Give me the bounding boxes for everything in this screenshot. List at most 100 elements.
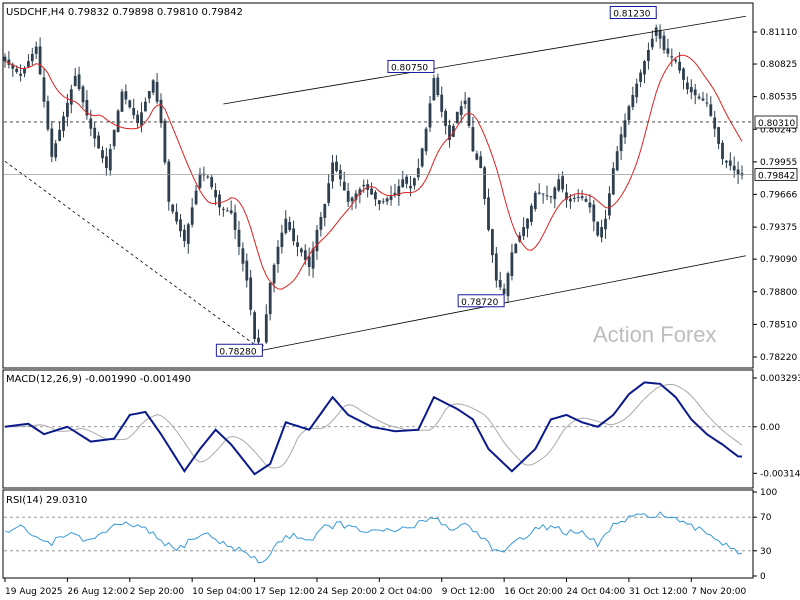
- candle-body: [101, 150, 104, 159]
- candle-body: [416, 168, 420, 178]
- candle-body: [717, 127, 720, 144]
- candle-body: [136, 114, 139, 123]
- candle-body: [89, 118, 93, 129]
- candle-body: [229, 210, 233, 214]
- candle-body: [69, 89, 73, 105]
- candle-body: [358, 189, 362, 195]
- candle-body: [296, 242, 299, 247]
- candle-body: [11, 64, 15, 69]
- candle-body: [533, 192, 537, 209]
- candle-body: [77, 74, 81, 89]
- candle-body: [253, 312, 256, 339]
- candle-body: [561, 176, 564, 190]
- candle-body: [342, 181, 346, 191]
- candle-body: [537, 192, 541, 194]
- macd-title: MACD(12,26,9) -0.001990 -0.001490: [6, 374, 191, 385]
- candle-body: [30, 53, 34, 62]
- candle-body: [311, 248, 315, 269]
- rsi-panel-frame: [2, 489, 754, 579]
- candle-body: [58, 129, 61, 141]
- candle-body: [233, 212, 237, 230]
- candle-body: [682, 68, 685, 80]
- candle-body: [736, 169, 740, 175]
- candle-body: [128, 100, 132, 108]
- candle-body: [42, 77, 46, 102]
- candle-body: [475, 153, 479, 160]
- candle-body: [15, 68, 19, 73]
- candle-body: [377, 200, 381, 204]
- candle-body: [545, 195, 549, 197]
- candle-body: [335, 161, 338, 171]
- candle-body: [689, 87, 693, 93]
- candle-body: [650, 38, 654, 48]
- candle-body: [116, 110, 120, 132]
- candle-body: [487, 197, 490, 230]
- candle-body: [272, 264, 276, 284]
- annotation-label: 0.81230: [613, 9, 650, 19]
- candle-body: [206, 176, 210, 178]
- candle-body: [678, 61, 681, 71]
- candle-body: [159, 99, 163, 124]
- candle-body: [198, 173, 202, 188]
- candle-body: [452, 125, 455, 137]
- macd-layer: 0.003293 0.00 -0.003142: [4, 374, 800, 479]
- candle-body: [557, 179, 561, 191]
- candle-body: [592, 204, 596, 222]
- candle-body: [27, 61, 30, 67]
- candle-body: [658, 29, 662, 39]
- price-panel: USDCHF,H4 0.79832 0.79898 0.79810 0.7984…: [2, 2, 798, 369]
- x-tick-label: 24 Sep 20:00: [317, 587, 377, 597]
- candle-body: [38, 46, 42, 75]
- candle-body: [506, 273, 510, 297]
- candle-body: [709, 104, 713, 116]
- candle-body: [600, 227, 603, 238]
- candle-body: [409, 185, 412, 189]
- annotation-box: [215, 343, 263, 357]
- current-price-label-box: [754, 168, 798, 182]
- candle-body: [639, 72, 642, 82]
- candle-body: [112, 129, 116, 147]
- candle-body: [50, 128, 54, 157]
- candle-body: [428, 103, 432, 128]
- y-tick-label: 0.80245: [760, 125, 797, 135]
- candle-body: [214, 190, 217, 198]
- candle-body: [576, 197, 580, 198]
- candle-body: [374, 192, 377, 200]
- candle-body: [303, 250, 307, 260]
- candle-body: [420, 148, 424, 167]
- candle-body: [424, 128, 428, 152]
- candle-body: [572, 197, 576, 199]
- annotation-box: [457, 294, 505, 308]
- candle-body: [510, 252, 514, 276]
- candle-body: [105, 156, 108, 168]
- candle-body: [611, 168, 615, 195]
- rsi-title: RSI(14) 29.0310: [6, 495, 87, 506]
- y-tick-label: 0.79375: [760, 223, 797, 233]
- candle-body: [175, 211, 178, 222]
- y-tick-label: 0.79955: [760, 158, 797, 168]
- candle-body: [62, 116, 65, 131]
- candle-body: [440, 94, 444, 112]
- candle-body: [346, 190, 350, 202]
- x-tick-label: 10 Sep 04:00: [192, 587, 252, 597]
- candle-body: [155, 82, 159, 102]
- x-tick-label: 31 Oct 12:00: [629, 587, 688, 597]
- dashed-level-label-box: [754, 115, 798, 129]
- annotation-label: 0.78720: [461, 298, 498, 308]
- candle-body: [494, 253, 498, 281]
- candle-body: [186, 224, 190, 244]
- candle-body: [288, 222, 292, 230]
- y-tick-label: 0.78220: [760, 353, 797, 363]
- candle-body: [697, 96, 701, 99]
- annotation-box: [609, 5, 657, 19]
- candle-body: [584, 198, 588, 202]
- candle-body: [73, 75, 77, 87]
- candle-body: [225, 210, 229, 212]
- candle-body: [405, 176, 408, 184]
- candle-body: [647, 50, 650, 61]
- candle-body: [163, 120, 167, 163]
- candle-body: [455, 111, 459, 124]
- macd-line: [4, 381, 743, 476]
- rsi-panel: RSI(14) 29.0310 100 70 30 0: [2, 488, 777, 582]
- candle-body: [108, 149, 112, 171]
